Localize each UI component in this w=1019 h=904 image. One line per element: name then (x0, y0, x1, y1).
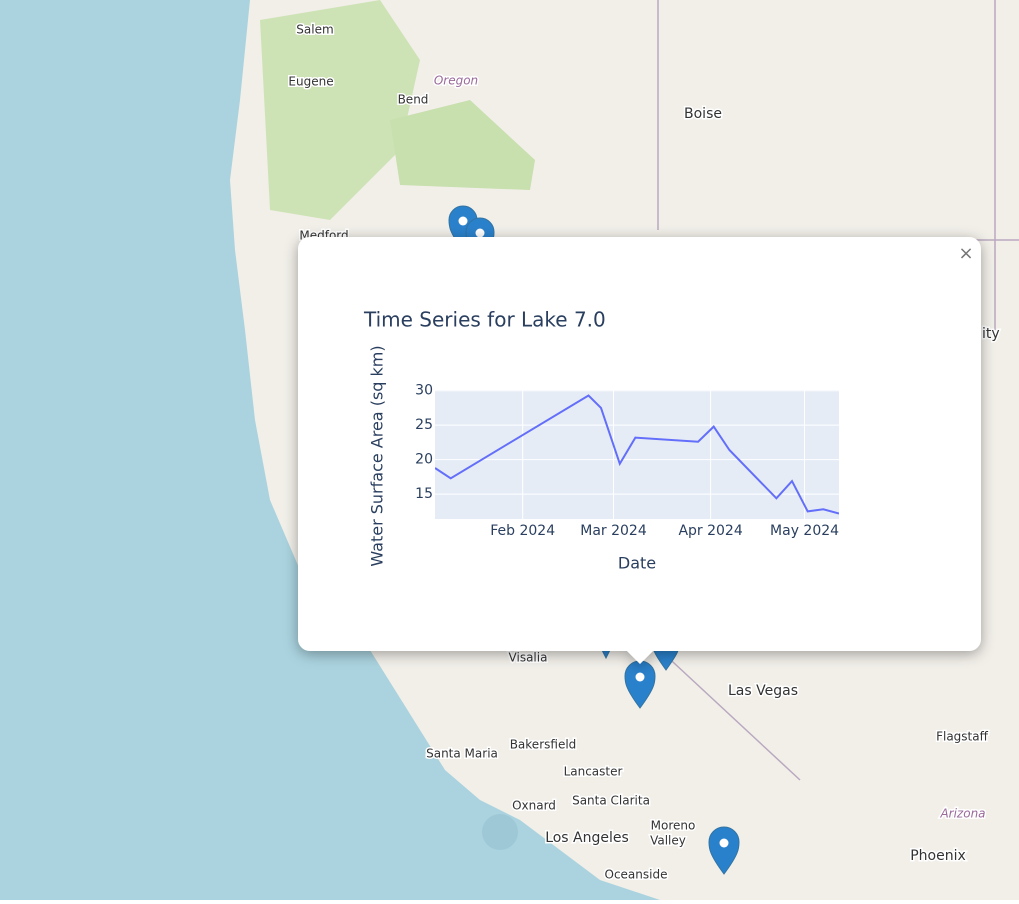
city-label: Las Vegas (728, 683, 798, 699)
map-marker[interactable] (708, 826, 740, 875)
plot-area (435, 390, 839, 519)
island (482, 814, 518, 850)
marker-dot (458, 216, 468, 226)
city-label: Phoenix (910, 848, 966, 864)
x-tick-label: Feb 2024 (490, 523, 555, 539)
city-label: Bakersfield (510, 738, 577, 752)
data-line (435, 394, 839, 515)
city-label: Oxnard (512, 799, 556, 813)
forest (390, 100, 535, 190)
y-tick-label: 20 (415, 452, 433, 468)
y-tick-label: 25 (415, 417, 433, 433)
city-label: Los Angeles (545, 830, 629, 846)
city-label: Visalia (509, 651, 548, 665)
forest (260, 0, 420, 220)
y-tick-label: 30 (415, 383, 433, 399)
city-label: Eugene (288, 75, 333, 89)
marker-dot (719, 838, 729, 848)
city-label: Boise (684, 106, 722, 122)
city-label: Santa Maria (426, 747, 498, 761)
popup-tip (626, 650, 654, 664)
marker-dot (635, 672, 645, 682)
chart: Time Series for Lake 7.0 Date Water Surf… (363, 308, 839, 573)
city-label: Flagstaff (936, 730, 989, 744)
city-label: Lancaster (564, 765, 623, 779)
y-tick-label: 15 (415, 486, 433, 502)
city-label: Salem (296, 23, 333, 37)
state-label: Arizona (939, 807, 985, 821)
city-label: Valley (650, 834, 686, 848)
city-label: Santa Clarita (572, 794, 650, 808)
marker-dot (475, 228, 485, 238)
state-label: Oregon (434, 74, 478, 88)
chart-title: Time Series for Lake 7.0 (363, 308, 606, 332)
x-tick-label: Mar 2024 (580, 523, 647, 539)
y-axis-title: Water Surface Area (sq km) (368, 345, 387, 566)
x-axis-title: Date (618, 554, 656, 573)
x-tick-label: Apr 2024 (678, 523, 742, 539)
x-tick-label: May 2024 (770, 523, 839, 539)
city-label: Bend (398, 93, 429, 107)
city-label: Oceanside (605, 868, 668, 882)
city-label: Moreno (651, 819, 696, 833)
close-button[interactable]: × (958, 243, 973, 264)
city-label: ity (982, 326, 1000, 342)
